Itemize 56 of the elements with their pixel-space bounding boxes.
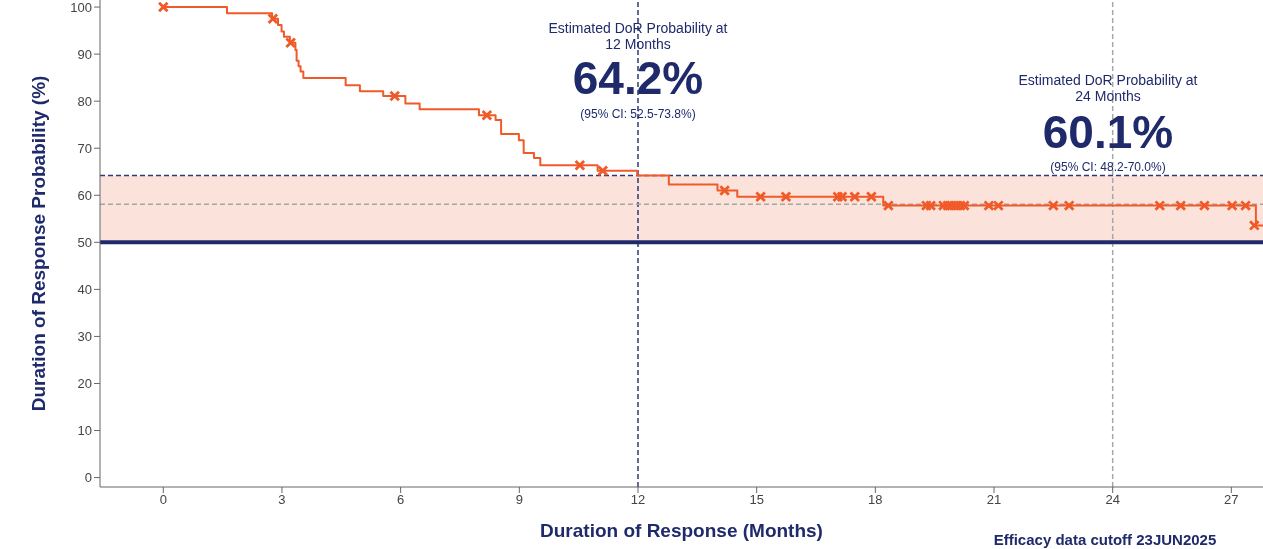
x-tick-label: 18	[868, 492, 883, 508]
x-axis-title: Duration of Response (Months)	[540, 520, 823, 541]
point	[158, 1, 169, 13]
annotation: 64.2%	[571, 52, 705, 105]
point	[597, 165, 609, 177]
point	[1249, 220, 1260, 231]
point	[1154, 200, 1165, 211]
point	[1063, 200, 1075, 211]
annotation: (95% CI: 52.5-73.8%)	[579, 107, 697, 122]
y-tick-label: 30	[77, 329, 92, 345]
y-tick-label: 40	[77, 281, 92, 297]
annotation: Estimated DoR Probability at 24 Months	[1018, 72, 1198, 105]
point	[925, 200, 936, 211]
point	[267, 13, 279, 25]
point	[285, 37, 296, 49]
point	[983, 200, 995, 211]
point	[836, 191, 848, 202]
text: Efficacy data cutoff 23JUN2025	[992, 531, 1218, 549]
x-tick-label: 6	[397, 492, 405, 508]
x-tick-label: 3	[278, 492, 286, 508]
y-tick-label: 90	[77, 46, 92, 62]
x-tick-label: 15	[749, 492, 764, 508]
y-tick-label: 10	[77, 423, 92, 439]
point	[959, 200, 970, 211]
x-tick-label: 27	[1224, 492, 1239, 508]
point	[849, 191, 860, 202]
y-tick-label: 0	[84, 470, 92, 486]
point	[755, 191, 766, 202]
point	[1199, 200, 1210, 211]
x-tick-label: 0	[159, 492, 167, 508]
point	[1175, 200, 1186, 211]
point	[1048, 200, 1059, 211]
y-tick-label: 70	[77, 140, 92, 156]
point	[780, 191, 792, 202]
point	[1240, 200, 1251, 211]
y-tick-label: 80	[77, 93, 92, 109]
point	[719, 185, 730, 196]
x-tick-label: 9	[515, 492, 523, 508]
y-axis-title: Duration of Response Probability (%)	[27, 75, 49, 412]
annotation: Estimated DoR Probability at 12 Months	[548, 20, 728, 53]
y-tick-label: 20	[77, 376, 92, 392]
point	[866, 191, 877, 202]
x-tick-label: 24	[1105, 492, 1120, 508]
x-tick-label: 12	[630, 492, 646, 508]
x-tick-label: 21	[986, 492, 1002, 508]
point	[993, 200, 1004, 211]
point	[1226, 200, 1238, 211]
point	[883, 200, 894, 211]
point	[389, 90, 400, 102]
y-tick-label: 100	[70, 0, 92, 15]
y-tick-label: 60	[77, 187, 92, 203]
y-tick-label: 50	[77, 234, 92, 250]
point	[481, 110, 493, 121]
point	[574, 159, 586, 171]
annotation: (95% CI: 48.2-70.0%)	[1049, 160, 1167, 175]
annotation: 60.1%	[1041, 106, 1175, 159]
